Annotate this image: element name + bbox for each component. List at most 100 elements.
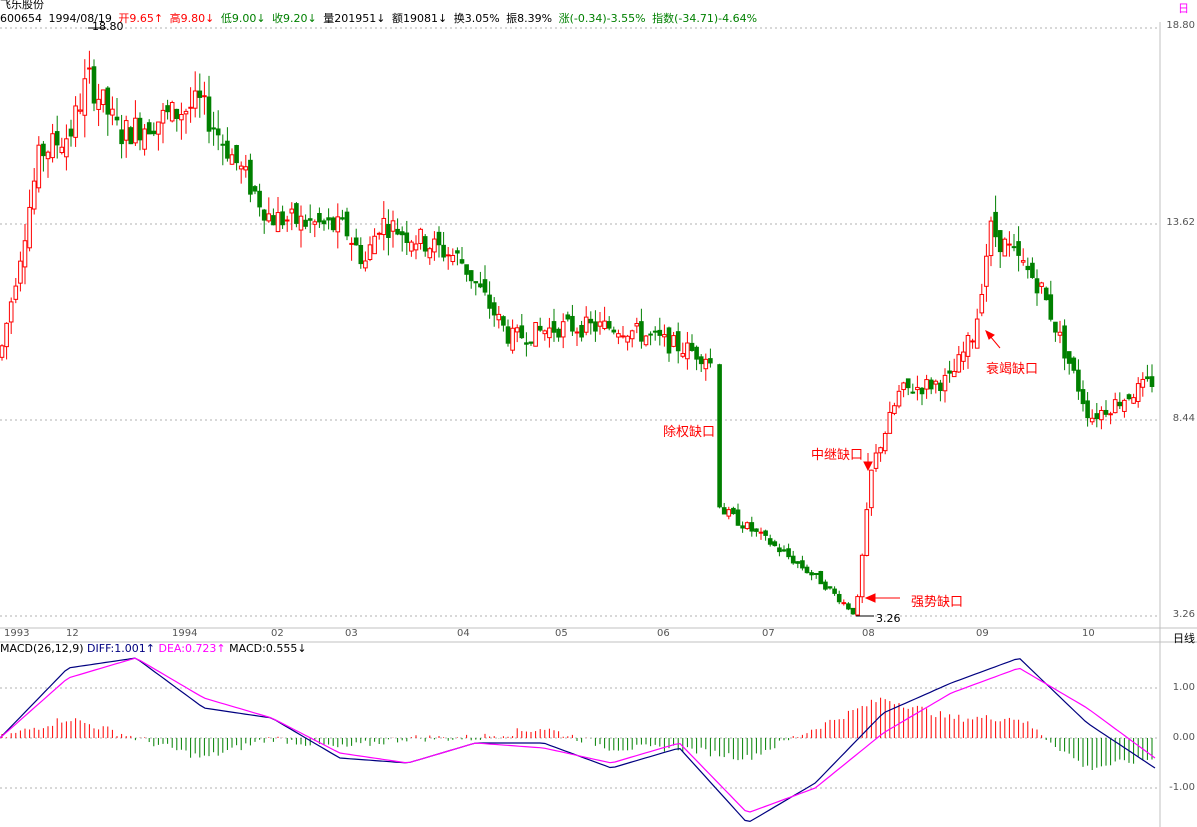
candle-body — [349, 242, 354, 245]
candle-body — [491, 302, 497, 316]
price-tick-2: 13.62 — [1166, 217, 1195, 228]
date-label: 1993 — [4, 628, 30, 639]
candle-body — [694, 346, 699, 360]
candle-body — [73, 105, 78, 138]
macd-value: MACD:0.555↓ — [229, 642, 307, 655]
candle-body — [4, 322, 9, 348]
candle-body — [266, 213, 272, 222]
candle-body — [363, 260, 368, 269]
candle-body — [800, 560, 805, 569]
date-label: 05 — [555, 628, 568, 639]
candle-body — [1066, 351, 1072, 364]
gap-strong-label: 强势缺口 — [911, 595, 964, 610]
candle-body — [542, 330, 548, 335]
candle-body — [961, 351, 966, 362]
candle-body — [1007, 243, 1012, 246]
candle-body — [611, 329, 617, 333]
candle-body — [1112, 399, 1118, 414]
candle-body — [855, 596, 860, 616]
candle-body — [165, 105, 170, 113]
candle-body — [307, 218, 313, 221]
candle-body — [1122, 399, 1127, 412]
candle-body — [418, 228, 423, 244]
candle-body — [386, 223, 391, 238]
candle-body — [54, 131, 60, 146]
candle-body — [974, 318, 980, 349]
candle-body — [114, 116, 120, 121]
price-tick-1: 18.80 — [1166, 20, 1195, 31]
candle-body — [864, 509, 870, 556]
candle-body — [551, 321, 557, 333]
candle-body — [13, 285, 19, 300]
candle-body — [731, 507, 736, 515]
candle-body — [160, 109, 166, 124]
candle-body — [970, 340, 975, 343]
candle-body — [123, 120, 129, 141]
candle-body — [1080, 389, 1086, 405]
candle-body — [616, 333, 621, 338]
period-corner-button[interactable]: 日 — [1178, 2, 1189, 15]
candle-body — [510, 327, 515, 351]
candle-body — [133, 117, 138, 144]
macd-tick-1: 1.00 — [1172, 682, 1195, 693]
candle-body — [887, 411, 893, 434]
candle-body — [1149, 376, 1155, 387]
candle-body — [924, 379, 929, 390]
stock-name: 飞乐股份 — [0, 0, 44, 11]
candle-body — [96, 98, 101, 110]
candle-body — [1057, 331, 1063, 336]
candle-body — [859, 554, 865, 598]
candle-body — [1020, 260, 1026, 263]
candle-body — [1126, 394, 1132, 400]
candle-body — [459, 259, 465, 264]
candle-body — [869, 469, 874, 509]
macd-tick-neg1: -1.00 — [1169, 782, 1195, 793]
candle-body — [381, 217, 387, 236]
candle-body — [625, 335, 630, 343]
macd-name: MACD(26,12,9) — [0, 642, 84, 655]
candle-body — [68, 128, 74, 137]
candle-body — [317, 212, 322, 223]
candle-body — [984, 255, 989, 287]
candle-body — [928, 379, 934, 390]
candle-body — [813, 572, 819, 575]
candle-body — [795, 561, 801, 564]
candle-body — [721, 507, 727, 515]
open-price: 开9.65↑ — [118, 12, 164, 25]
candle-body — [873, 452, 879, 469]
macd-histogram — [1, 697, 1153, 771]
candle-body — [142, 128, 147, 150]
candle-body — [836, 593, 842, 603]
date-label: 04 — [457, 628, 470, 639]
candle-body — [1099, 409, 1104, 421]
candle-body — [312, 221, 318, 225]
candle-body — [593, 321, 598, 332]
candle-body — [708, 358, 713, 364]
date-label: 06 — [657, 628, 670, 639]
candle-body — [87, 67, 92, 70]
candle-body — [790, 555, 796, 564]
candle-body — [740, 525, 745, 529]
candle-body — [248, 159, 253, 195]
period-label[interactable]: 日线 — [1173, 632, 1195, 645]
gap-exright-label: 除权缺口 — [663, 425, 716, 440]
candle-body — [749, 522, 755, 532]
candle-body — [905, 378, 911, 389]
candle-body — [395, 228, 400, 235]
candle-body — [942, 374, 948, 392]
candle-body — [519, 325, 525, 339]
candle-body — [1030, 262, 1035, 278]
candle-body — [680, 353, 686, 357]
candle-body — [910, 391, 916, 394]
candle-body — [390, 220, 396, 232]
candle-body — [174, 108, 180, 119]
high-price-label: 18.80 — [92, 20, 124, 33]
candle-body — [229, 154, 235, 165]
candle-body — [947, 370, 952, 374]
dea-line — [0, 657, 1156, 813]
candle-body — [1135, 383, 1141, 402]
date-label: 02 — [271, 628, 284, 639]
candle-body — [933, 380, 939, 385]
candle-body — [878, 447, 883, 454]
